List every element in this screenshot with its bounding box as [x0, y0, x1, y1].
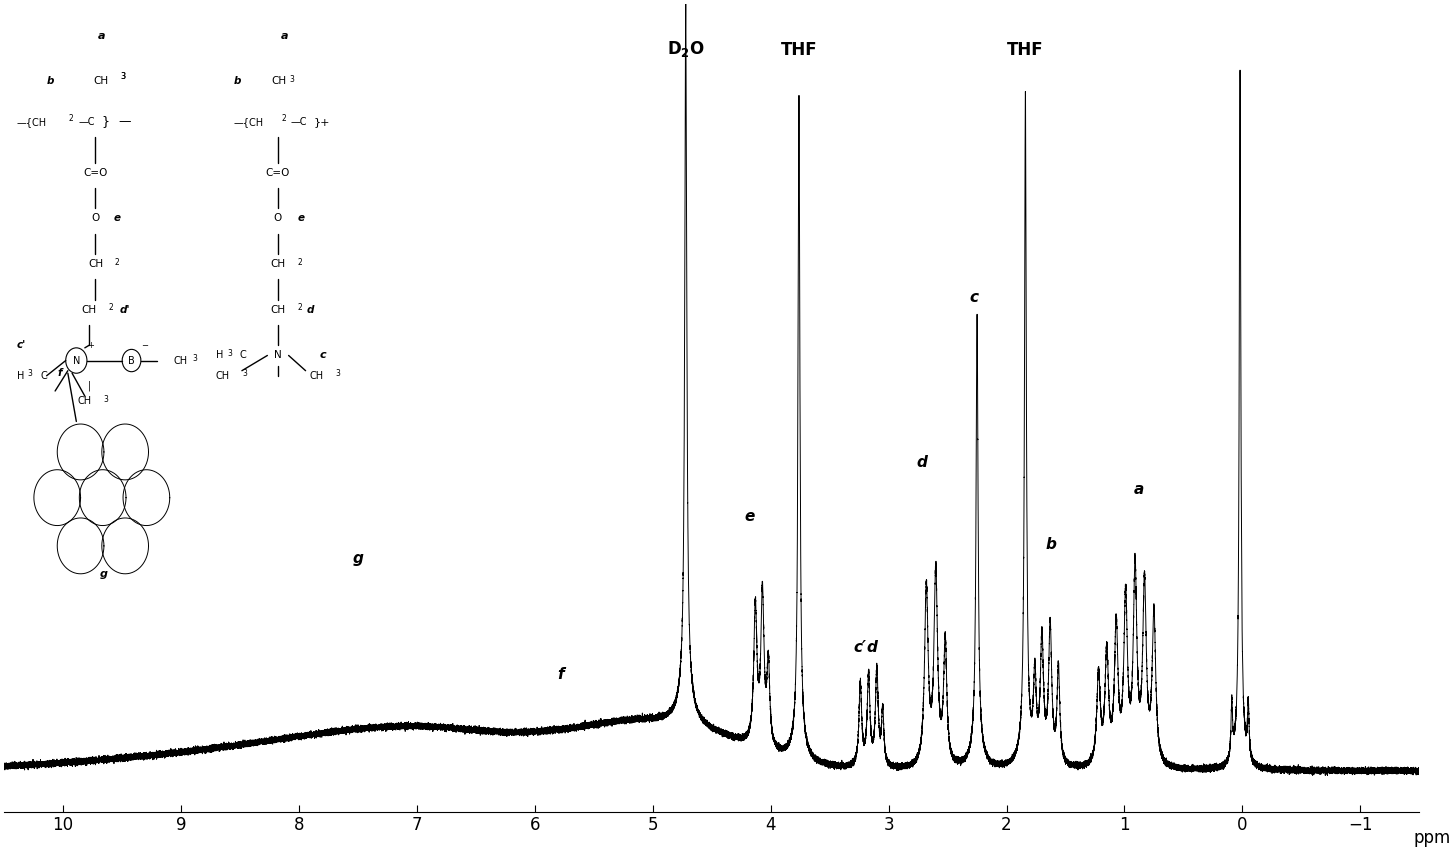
Text: THF: THF [1008, 41, 1044, 59]
Text: d: d [916, 455, 927, 470]
Text: d: d [866, 639, 878, 655]
Text: b: b [1045, 537, 1057, 552]
Text: a: a [1133, 482, 1144, 497]
Text: c: c [970, 290, 978, 305]
Text: g: g [352, 550, 364, 566]
Text: c′: c′ [853, 639, 866, 655]
Text: e: e [744, 510, 754, 524]
Text: THF: THF [780, 41, 817, 59]
Text: ppm: ppm [1414, 829, 1450, 847]
Text: f: f [558, 667, 563, 682]
Text: $\mathbf{D_2O}$: $\mathbf{D_2O}$ [667, 39, 705, 59]
